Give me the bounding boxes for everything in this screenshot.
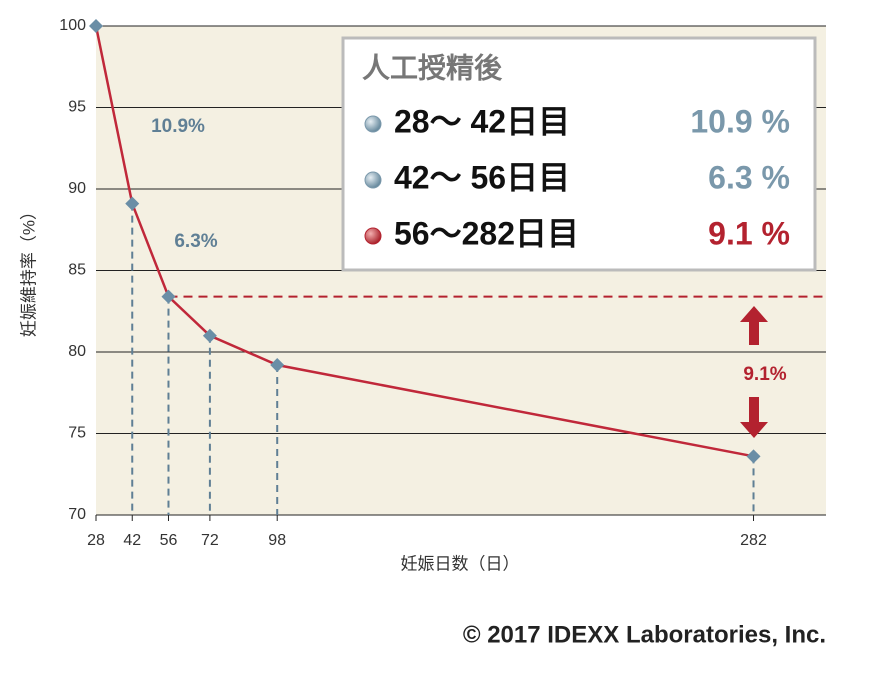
legend-rate: 6.3 % (708, 159, 790, 195)
annotation: 6.3% (174, 231, 217, 252)
marker (161, 289, 176, 304)
copyright: © 2017 IDEXX Laboratories, Inc. (463, 621, 826, 648)
y-tick-label: 100 (59, 17, 86, 34)
x-tick-label: 56 (160, 532, 178, 549)
annotation: 9.1% (743, 364, 786, 385)
x-axis-label: 妊娠日数（日） (401, 554, 520, 573)
arrow-up (740, 306, 768, 345)
legend-bullet (364, 115, 382, 133)
legend-label: 28～ 42日目 (394, 103, 570, 139)
y-tick-label: 90 (68, 180, 86, 197)
legend-rate: 10.9 % (690, 103, 790, 139)
legend-label: 56～282日目 (394, 215, 579, 251)
legend-rate: 9.1 % (708, 215, 790, 251)
marker (125, 196, 140, 211)
legend-bullet (364, 171, 382, 189)
y-tick-label: 70 (68, 506, 86, 523)
legend-title: 人工授精後 (362, 52, 503, 83)
annotation: 10.9% (151, 116, 205, 137)
x-tick-label: 42 (123, 532, 141, 549)
y-tick-label: 75 (68, 425, 86, 442)
x-tick-label: 282 (740, 532, 767, 549)
y-axis-label: 妊娠維持率（%） (19, 203, 38, 337)
x-tick-label: 98 (268, 532, 286, 549)
marker (270, 358, 285, 373)
line (94, 25, 754, 458)
x-tick-label: 72 (201, 532, 219, 549)
legend-box (341, 36, 817, 272)
y-tick-label: 85 (68, 262, 86, 279)
marker (202, 328, 217, 343)
arrow-down (740, 397, 768, 438)
legend-label: 42～ 56日目 (394, 159, 570, 195)
x-tick-label: 28 (87, 532, 105, 549)
legend-bullet (364, 227, 382, 245)
y-tick-label: 95 (68, 99, 86, 116)
marker (89, 19, 103, 33)
marker (746, 449, 761, 464)
y-tick-label: 80 (68, 343, 86, 360)
